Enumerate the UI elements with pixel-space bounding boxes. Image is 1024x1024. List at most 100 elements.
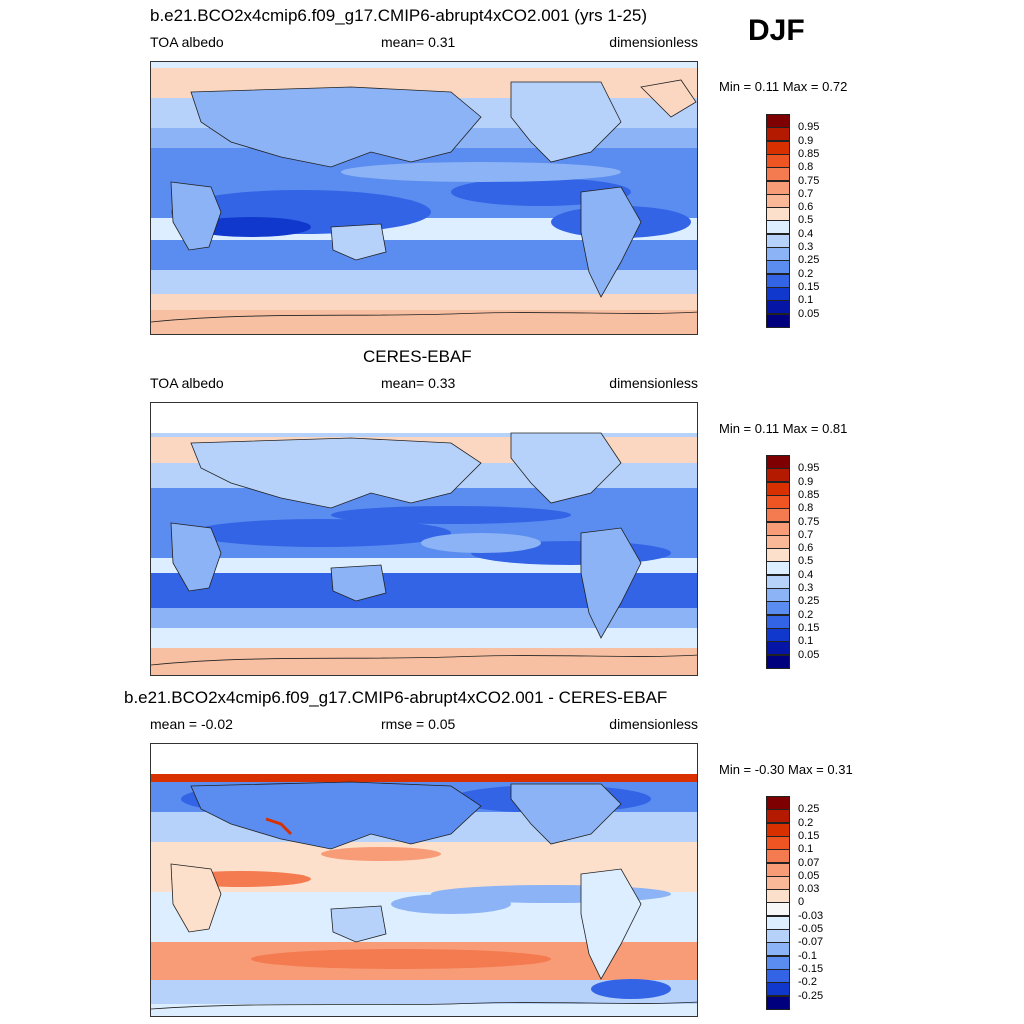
panel1-colorbar-swatch — [766, 153, 790, 168]
panel2-colorbar-swatch — [766, 494, 790, 509]
panel2-colorbar-swatch — [766, 614, 790, 629]
panel1-map — [150, 61, 698, 335]
panel2-colorbar-swatch — [766, 481, 790, 496]
panel3-colorbar-swatch — [766, 942, 790, 957]
panel1-colorbar-label: 0.2 — [798, 267, 814, 280]
panel2-colorbar-label: 0.8 — [798, 502, 814, 515]
panel3-colorbar-swatch — [766, 902, 790, 917]
panel1-colorbar-label: 0.8 — [798, 161, 814, 174]
panel1-colorbar-swatch — [766, 313, 790, 328]
panel2-colorbar-label: 0.75 — [798, 515, 820, 528]
panel3-colorbar-swatch — [766, 796, 790, 810]
panel1-map-svg — [151, 62, 697, 334]
panel3-colorbar-swatch — [766, 822, 790, 837]
panel1-colorbar-label: 0.25 — [798, 254, 820, 267]
panel1-colorbar-swatch — [766, 180, 790, 195]
panel2-colorbar-label: 0.7 — [798, 528, 814, 541]
panel3-mean-label: mean = -0.02 — [150, 716, 233, 732]
panel1-colorbar-label: 0.15 — [798, 280, 820, 293]
panel1-minmax: Min = 0.11 Max = 0.72 — [719, 79, 848, 94]
panel2-minmax: Min = 0.11 Max = 0.81 — [719, 421, 848, 436]
panel2-colorbar-label: 0.25 — [798, 595, 820, 608]
panel2-colorbar-swatch — [766, 534, 790, 549]
panel1-colorbar-label: 0.05 — [798, 307, 820, 320]
panel1-colorbar-swatch — [766, 273, 790, 288]
panel3-map-svg — [151, 744, 697, 1016]
panel2-colorbar-label: 0.85 — [798, 488, 820, 501]
panel3-colorbar-label: -0.1 — [798, 949, 817, 962]
panel3-colorbar-swatch — [766, 929, 790, 943]
panel2-colorbar-swatch — [766, 654, 790, 669]
panel2-colorbar-swatch — [766, 548, 790, 563]
panel2-colorbar-label: 0.6 — [798, 542, 814, 555]
panel3-colorbar: 0.25 0.2 0.15 0.1 0.07 0.05 0.03 0 -0.03… — [766, 796, 823, 1010]
panel2-colorbar-label: 0.4 — [798, 568, 814, 581]
panel1-colorbar-label: 0.1 — [798, 294, 814, 307]
panel3-colorbar-swatch — [766, 875, 790, 890]
panel1-mean-label: mean= 0.31 — [381, 34, 456, 50]
panel3-colorbar-label: 0.03 — [798, 883, 820, 896]
panel1-colorbar-swatch — [766, 260, 790, 275]
panel3-colorbar-label: -0.2 — [798, 976, 817, 989]
panel3-colorbar-label: 0.1 — [798, 843, 814, 856]
panel2-title: CERES-EBAF — [363, 347, 472, 366]
panel2-units-label: dimensionless — [609, 375, 698, 391]
panel2-colorbar: 0.95 0.9 0.85 0.8 0.75 0.7 0.6 0.5 0.4 0… — [766, 455, 819, 669]
panel2-colorbar-swatch — [766, 508, 790, 523]
panel2-colorbar-swatch — [766, 627, 790, 642]
panel3-colorbar-swatch — [766, 809, 790, 824]
panel2-colorbar-swatch — [766, 574, 790, 589]
panel2-colorbar-label: 0.2 — [798, 608, 814, 621]
panel2-colorbar-label: 0.3 — [798, 582, 814, 594]
panel2-colorbar-swatch — [766, 455, 790, 469]
panel3-colorbar-swatch — [766, 849, 790, 864]
panel3-colorbar-label: 0.2 — [798, 816, 814, 829]
panel3-title: b.e21.BCO2x4cmip6.f09_g17.CMIP6-abrupt4x… — [124, 688, 668, 707]
panel3-colorbar-label: -0.25 — [798, 989, 824, 1002]
panel3-rmse-label: rmse = 0.05 — [381, 716, 456, 732]
panel3-colorbar-label: 0.07 — [798, 856, 820, 869]
panel3-colorbar-label: 0.05 — [798, 869, 820, 882]
panel2-colorbar-label: 0.05 — [798, 648, 820, 661]
panel1-colorbar: 0.95 0.9 0.85 0.8 0.75 0.7 0.6 0.5 0.4 0… — [766, 114, 819, 328]
panel2-colorbar-swatch — [766, 601, 790, 616]
panel2-colorbar-swatch — [766, 561, 790, 576]
panel1-colorbar-label: 0.95 — [798, 121, 820, 134]
panel3-map — [150, 743, 698, 1017]
panel1-colorbar-label: 0.85 — [798, 147, 820, 160]
panel2-colorbar-swatch — [766, 468, 790, 483]
panel1-colorbar-label: 0.7 — [798, 187, 814, 200]
season-label: DJF — [748, 14, 805, 47]
panel3-colorbar-swatch — [766, 995, 790, 1010]
panel1-colorbar-swatch — [766, 193, 790, 208]
panel2-mean-label: mean= 0.33 — [381, 375, 456, 391]
panel1-colorbar-label: 0.5 — [798, 214, 814, 227]
panel1-colorbar-swatch — [766, 300, 790, 315]
panel3-colorbar-label: -0.03 — [798, 909, 824, 922]
panel3-colorbar-swatch — [766, 889, 790, 904]
panel3-colorbar-swatch — [766, 835, 790, 850]
panel3-colorbar-label: -0.07 — [798, 936, 824, 949]
panel2-colorbar-swatch — [766, 521, 790, 536]
panel2-colorbar-swatch — [766, 588, 790, 602]
panel1-title: b.e21.BCO2x4cmip6.f09_g17.CMIP6-abrupt4x… — [150, 6, 648, 25]
panel2-map — [150, 402, 698, 676]
panel2-variable-label: TOA albedo — [150, 375, 224, 391]
panel1-colorbar-label: 0.75 — [798, 174, 820, 187]
panel1-colorbar-swatch — [766, 167, 790, 182]
panel1-colorbar-label: 0.3 — [798, 241, 814, 253]
panel1-colorbar-swatch — [766, 207, 790, 222]
panel2-colorbar-label: 0.15 — [798, 621, 820, 634]
panel1-colorbar-label: 0.6 — [798, 201, 814, 214]
panel1-colorbar-swatch — [766, 140, 790, 155]
panel1-colorbar-swatch — [766, 114, 790, 128]
panel2-colorbar-label: 0.95 — [798, 462, 820, 475]
panel1-colorbar-swatch — [766, 127, 790, 142]
panel3-colorbar-label: 0.25 — [798, 803, 820, 816]
panel1-units-label: dimensionless — [609, 34, 698, 50]
panel1-colorbar-label: 0.4 — [798, 227, 814, 240]
panel3-colorbar-swatch — [766, 982, 790, 997]
panel2-map-svg — [151, 403, 697, 675]
panel2-colorbar-label: 0.1 — [798, 635, 814, 648]
panel3-colorbar-label: 0.15 — [798, 829, 820, 842]
